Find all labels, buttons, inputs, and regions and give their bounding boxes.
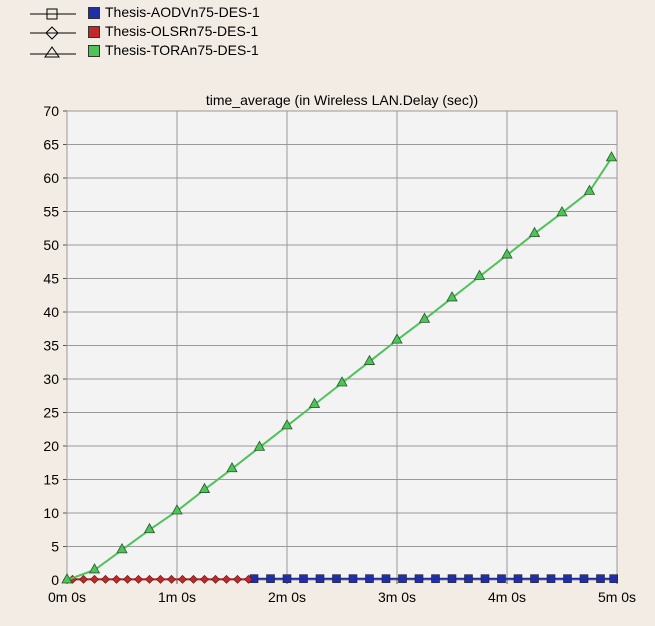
data-point — [414, 574, 424, 583]
data-point — [501, 248, 513, 259]
data-point — [134, 574, 143, 584]
data-point — [200, 574, 209, 584]
y-tick-label: 60 — [43, 170, 59, 186]
data-point — [528, 226, 541, 238]
x-tick-label: 4m 0s — [488, 589, 526, 605]
data-point — [123, 574, 132, 584]
data-point — [530, 574, 539, 583]
data-point — [88, 563, 101, 574]
y-tick-label: 20 — [43, 438, 59, 454]
data-point — [605, 151, 618, 162]
data-point — [418, 312, 431, 323]
data-point — [513, 574, 523, 583]
data-point — [211, 574, 220, 584]
data-point — [112, 574, 121, 584]
y-tick-label: 65 — [43, 137, 59, 153]
y-tick-label: 15 — [43, 472, 59, 488]
data-point — [178, 574, 187, 584]
x-tick-label: 2m 0s — [268, 589, 306, 605]
chart-title: time_average (in Wireless LAN.Delay (sec… — [206, 92, 478, 108]
data-point — [556, 206, 568, 217]
legend-label-tora: Thesis-TORAn75-DES-1 — [105, 42, 259, 58]
legend-line-square-icon — [30, 8, 76, 20]
legend-item-olsr[interactable]: Thesis-OLSRn75-DES-1 — [22, 23, 342, 42]
data-point — [473, 269, 486, 280]
data-point — [171, 504, 183, 515]
data-point — [233, 574, 242, 584]
data-point — [431, 574, 440, 583]
legend-swatch-olsr — [88, 26, 100, 38]
data-point — [497, 574, 506, 583]
data-point — [363, 354, 376, 365]
y-tick-label: 55 — [43, 204, 59, 220]
legend-swatch-tora — [88, 45, 100, 57]
y-tick-label: 70 — [43, 103, 59, 119]
data-point — [583, 184, 596, 195]
data-point — [145, 574, 154, 584]
data-point — [244, 574, 253, 584]
data-point — [546, 574, 556, 583]
x-tick-label: 3m 0s — [378, 589, 416, 605]
data-point — [365, 574, 374, 583]
data-point — [308, 397, 321, 408]
y-tick-label: 10 — [43, 505, 59, 521]
data-point — [101, 574, 110, 584]
data-point — [222, 574, 231, 584]
data-point — [579, 574, 589, 583]
data-point — [198, 482, 211, 493]
legend-item-tora[interactable]: Thesis-TORAn75-DES-1 — [22, 42, 342, 61]
data-point — [282, 574, 292, 583]
data-point — [391, 333, 403, 344]
y-tick-label: 40 — [43, 304, 59, 320]
legend-swatch-aodv — [88, 7, 100, 19]
data-point — [446, 291, 458, 302]
data-point — [563, 574, 572, 583]
data-point — [381, 574, 391, 583]
data-point — [226, 461, 238, 473]
data-point — [348, 574, 358, 583]
data-point — [189, 574, 198, 584]
data-point — [464, 574, 473, 583]
legend-item-aodv[interactable]: Thesis-AODVn75-DES-1 — [22, 4, 342, 23]
data-point — [116, 543, 128, 554]
legend-label-olsr: Thesis-OLSRn75-DES-1 — [105, 23, 259, 39]
legend: Thesis-AODVn75-DES-1 Thesis-OLSRn75-DES-… — [22, 4, 342, 61]
data-point — [332, 574, 341, 583]
x-tick-label: 1m 0s — [158, 589, 196, 605]
data-point — [253, 440, 266, 451]
y-tick-label: 5 — [51, 539, 59, 555]
data-point — [156, 574, 165, 584]
data-point — [398, 574, 407, 583]
x-tick-label: 0m 0s — [48, 589, 86, 605]
y-tick-label: 30 — [43, 371, 59, 387]
data-point — [143, 522, 156, 534]
legend-label-aodv: Thesis-AODVn75-DES-1 — [105, 4, 260, 20]
data-point — [447, 574, 457, 583]
y-tick-label: 0 — [51, 572, 59, 588]
y-tick-label: 50 — [43, 237, 59, 253]
y-tick-label: 35 — [43, 338, 59, 354]
data-point — [61, 573, 73, 584]
data-point — [79, 574, 88, 584]
legend-line-diamond-icon — [30, 26, 76, 40]
y-tick-label: 25 — [43, 405, 59, 421]
data-point — [281, 419, 293, 430]
y-tick-label: 45 — [43, 271, 59, 287]
legend-line-triangle-icon — [30, 46, 76, 58]
data-point — [315, 574, 325, 583]
data-point — [336, 376, 348, 387]
data-point — [609, 574, 619, 583]
data-point — [480, 574, 490, 583]
data-point — [90, 574, 99, 584]
data-point — [167, 574, 176, 584]
data-point — [596, 574, 605, 583]
x-tick-label: 5m 0s — [598, 589, 636, 605]
data-point — [299, 574, 308, 583]
data-point — [266, 574, 275, 583]
